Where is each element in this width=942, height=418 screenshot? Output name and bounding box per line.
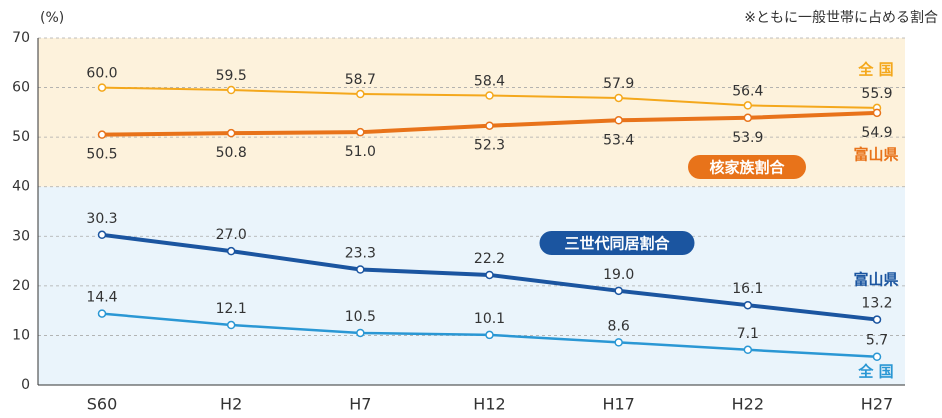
x-tick-label: H2 bbox=[220, 395, 242, 414]
point bbox=[226, 128, 236, 138]
series-label: 全 国 bbox=[857, 61, 893, 79]
x-tick-label: S60 bbox=[87, 395, 118, 414]
point bbox=[743, 101, 753, 110]
point bbox=[743, 113, 753, 123]
point bbox=[485, 330, 494, 340]
value-label: 12.1 bbox=[216, 301, 247, 317]
x-tick-label: H22 bbox=[732, 395, 764, 414]
x-tick-label: H17 bbox=[602, 395, 634, 414]
y-tick-label: 10 bbox=[12, 327, 30, 343]
y-tick-label: 0 bbox=[21, 377, 30, 393]
point bbox=[872, 352, 882, 361]
value-label: 14.4 bbox=[86, 290, 117, 306]
value-label: 58.7 bbox=[345, 72, 376, 88]
y-tick-label: 60 bbox=[12, 80, 30, 96]
value-label: 10.1 bbox=[474, 311, 505, 327]
point bbox=[226, 85, 236, 95]
value-label: 54.9 bbox=[861, 125, 892, 141]
value-label: 59.5 bbox=[216, 68, 247, 84]
point bbox=[485, 270, 494, 280]
point bbox=[872, 108, 882, 118]
value-label: 30.3 bbox=[86, 211, 117, 227]
point bbox=[614, 93, 623, 103]
x-tick-label: H12 bbox=[473, 395, 505, 414]
y-tick-label: 30 bbox=[12, 228, 30, 244]
series-label: 全 国 bbox=[857, 363, 893, 381]
point bbox=[743, 300, 753, 310]
value-label: 7.1 bbox=[737, 326, 759, 342]
value-label: 52.3 bbox=[474, 138, 505, 154]
point bbox=[97, 230, 107, 240]
y-tick-label: 40 bbox=[12, 179, 30, 195]
point bbox=[614, 286, 623, 296]
point bbox=[356, 328, 365, 338]
value-label: 57.9 bbox=[603, 76, 634, 92]
value-label: 53.9 bbox=[732, 130, 763, 146]
point bbox=[614, 116, 623, 125]
value-label: 27.0 bbox=[216, 227, 247, 243]
x-tick-label: H7 bbox=[349, 395, 371, 414]
value-label: 60.0 bbox=[86, 66, 117, 82]
point bbox=[226, 320, 236, 330]
point bbox=[97, 309, 107, 318]
value-label: 50.5 bbox=[86, 147, 117, 163]
point bbox=[872, 315, 882, 324]
value-label: 58.4 bbox=[474, 74, 505, 90]
point bbox=[97, 130, 107, 139]
value-label: 50.8 bbox=[216, 145, 247, 161]
value-label: 8.6 bbox=[608, 318, 630, 334]
value-label: 22.2 bbox=[474, 251, 505, 267]
point bbox=[97, 83, 107, 92]
point bbox=[743, 345, 753, 355]
y-tick-label: 70 bbox=[12, 30, 30, 46]
point bbox=[226, 246, 236, 256]
annotation-pill bbox=[688, 155, 806, 179]
value-label: 53.4 bbox=[603, 132, 634, 148]
value-label: 13.2 bbox=[861, 296, 892, 312]
point bbox=[356, 89, 365, 99]
point bbox=[356, 127, 365, 137]
value-label: 56.4 bbox=[732, 83, 763, 99]
point bbox=[614, 338, 623, 347]
annotation: 三世代同居割合 bbox=[564, 235, 670, 253]
value-label: 51.0 bbox=[345, 144, 376, 160]
value-label: 16.1 bbox=[732, 281, 763, 297]
note: ※ともに一般世帯に占める割合 bbox=[744, 9, 938, 26]
point bbox=[485, 91, 494, 100]
x-tick-label: H27 bbox=[861, 395, 893, 414]
annotation: 核家族割合 bbox=[709, 159, 785, 177]
y-tick-label: 50 bbox=[12, 129, 30, 145]
value-label: 23.3 bbox=[345, 245, 376, 261]
annotation-pill bbox=[539, 231, 695, 255]
value-label: 5.7 bbox=[866, 333, 888, 349]
point bbox=[485, 121, 494, 130]
series-label: 富山県 bbox=[853, 146, 898, 164]
point bbox=[356, 265, 365, 274]
value-label: 19.0 bbox=[603, 267, 634, 283]
y-unit: (%) bbox=[40, 10, 64, 26]
value-label: 10.5 bbox=[345, 309, 376, 325]
value-label: 55.9 bbox=[861, 86, 892, 102]
y-tick-label: 20 bbox=[12, 278, 30, 294]
series-label: 富山県 bbox=[853, 271, 898, 289]
